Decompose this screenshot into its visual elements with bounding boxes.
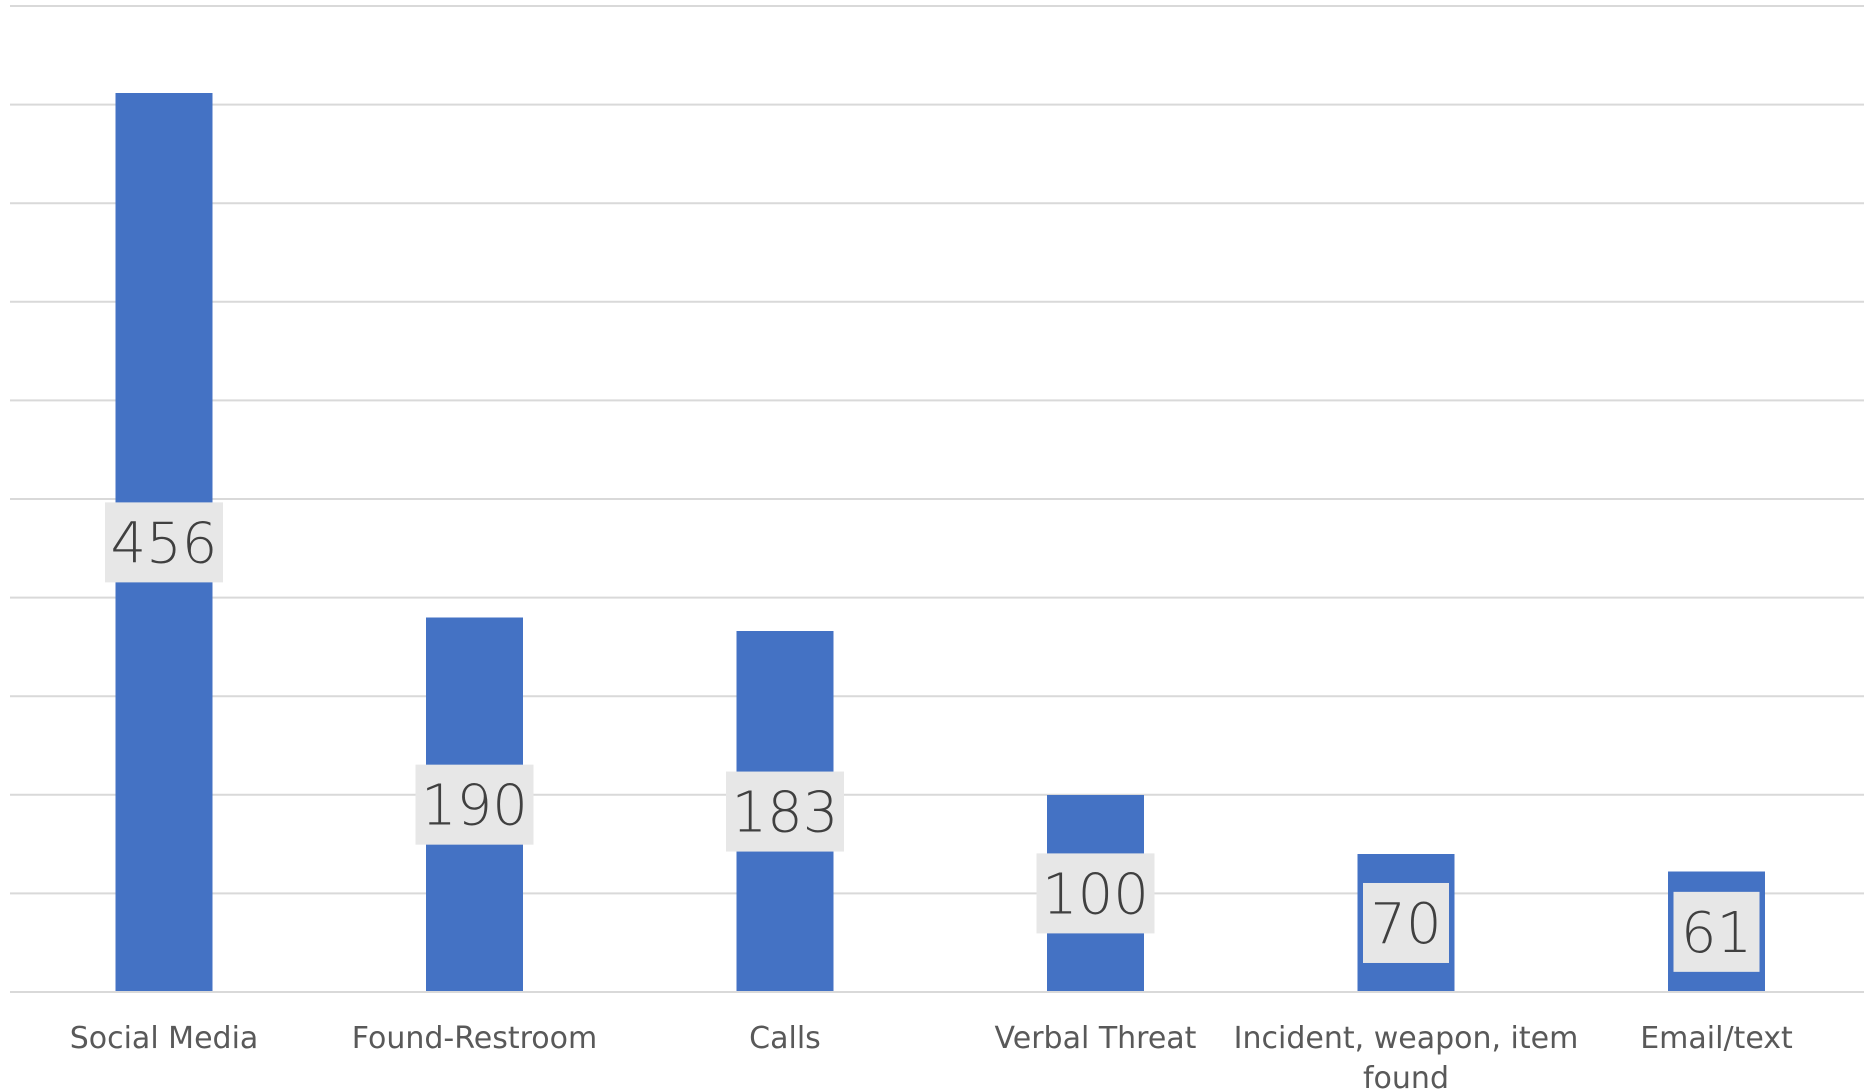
gridlines [10, 5, 1864, 895]
data-label: 100 [1042, 862, 1149, 927]
x-tick-label: Verbal Threat [995, 1021, 1197, 1056]
x-tick-label: Found-Restroom [352, 1021, 597, 1056]
x-tick-labels: Social Media Found-Restroom Calls Verbal Th… [70, 1021, 1793, 1091]
data-label-background [1036, 853, 1155, 934]
data-label-background [105, 502, 223, 583]
data-label: 70 [1370, 892, 1441, 957]
data-label-background [726, 771, 844, 852]
x-tick-label: Incident, weapon, item found [1234, 1021, 1579, 1091]
data-label: 61 [1681, 901, 1752, 966]
x-tick-label: Calls [749, 1021, 821, 1056]
data-label-background [1673, 891, 1760, 972]
data-label-background [1363, 882, 1449, 963]
bars [115, 92, 1765, 992]
data-label: 183 [732, 781, 839, 846]
x-tick-label: Social Media [70, 1021, 259, 1056]
x-tick-label: Email/text [1640, 1021, 1793, 1056]
data-label-background [415, 764, 534, 845]
data-label: 456 [111, 511, 218, 576]
data-label: 190 [421, 774, 528, 839]
data-labels: 456 190 183 100 70 61 [105, 502, 1760, 972]
